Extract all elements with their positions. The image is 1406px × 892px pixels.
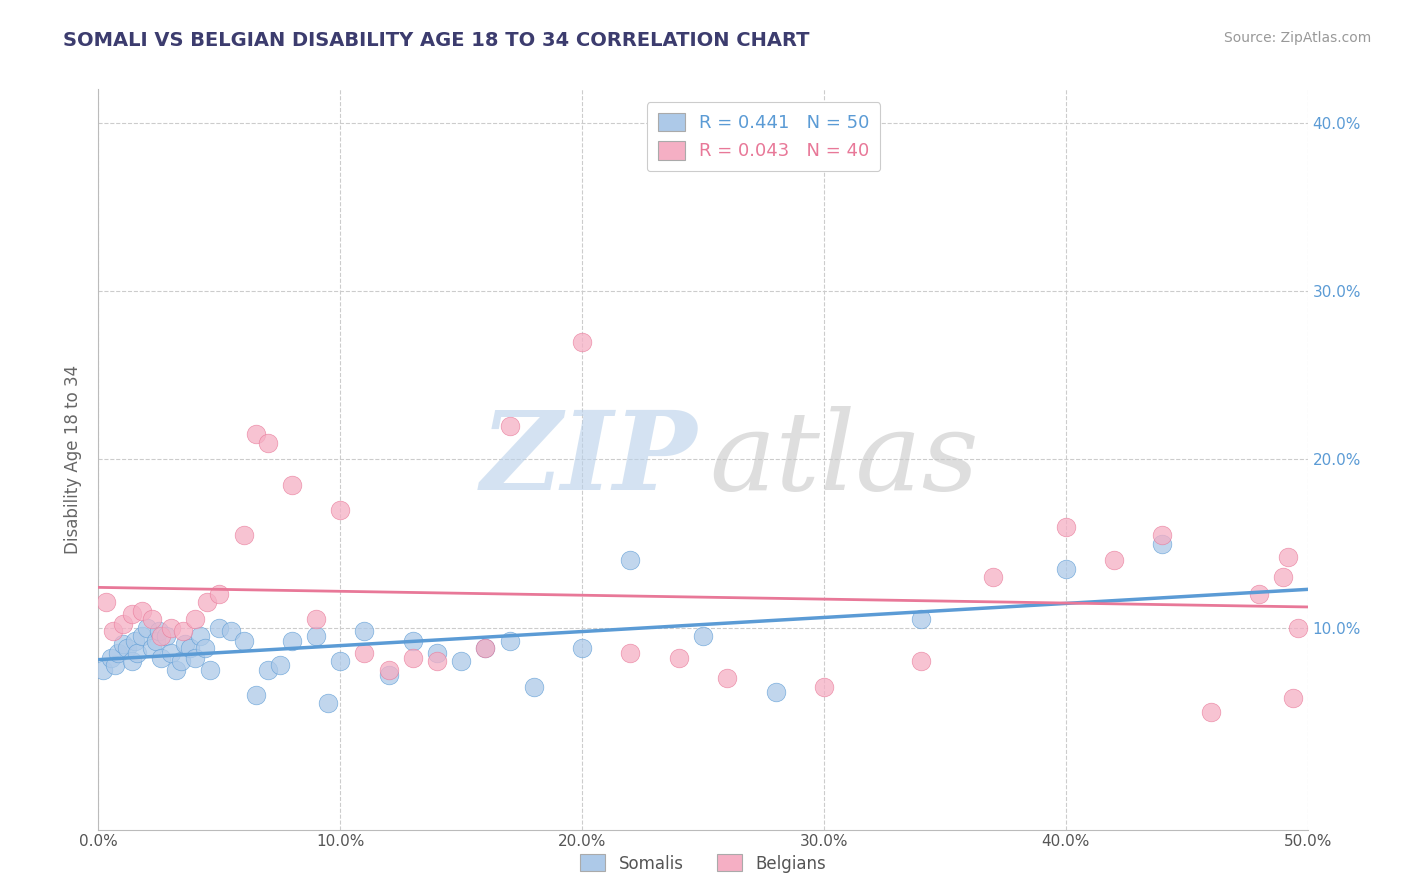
Point bbox=[184, 612, 207, 626]
Point bbox=[910, 612, 932, 626]
Point bbox=[353, 646, 375, 660]
Point bbox=[121, 654, 143, 668]
Point bbox=[1249, 587, 1271, 601]
Text: SOMALI VS BELGIAN DISABILITY AGE 18 TO 34 CORRELATION CHART: SOMALI VS BELGIAN DISABILITY AGE 18 TO 3… bbox=[63, 31, 810, 50]
Point bbox=[1102, 553, 1125, 567]
Point bbox=[353, 624, 375, 638]
Point bbox=[145, 634, 167, 648]
Point bbox=[208, 587, 231, 601]
Point bbox=[195, 595, 218, 609]
Point bbox=[184, 651, 207, 665]
Point bbox=[188, 629, 211, 643]
Point bbox=[692, 629, 714, 643]
Point bbox=[165, 663, 187, 677]
Point bbox=[619, 646, 641, 660]
Point bbox=[100, 651, 122, 665]
Point bbox=[245, 688, 267, 702]
Point bbox=[498, 418, 520, 433]
Point bbox=[910, 654, 932, 668]
Point bbox=[107, 646, 129, 660]
Point bbox=[329, 503, 352, 517]
Point bbox=[1152, 528, 1174, 542]
Point bbox=[117, 640, 139, 655]
Point bbox=[305, 629, 328, 643]
Legend: R = 0.441   N = 50, R = 0.043   N = 40: R = 0.441 N = 50, R = 0.043 N = 40 bbox=[647, 102, 880, 171]
Point bbox=[256, 663, 278, 677]
Point bbox=[281, 634, 304, 648]
Point bbox=[402, 634, 425, 648]
Point bbox=[523, 680, 546, 694]
Point bbox=[1286, 621, 1309, 635]
Point bbox=[619, 553, 641, 567]
Point bbox=[402, 651, 425, 665]
Point bbox=[194, 640, 217, 655]
Point bbox=[101, 624, 124, 638]
Point bbox=[127, 646, 149, 660]
Point bbox=[111, 617, 134, 632]
Point bbox=[377, 667, 399, 681]
Point bbox=[198, 663, 221, 677]
Point bbox=[450, 654, 472, 668]
Point bbox=[174, 637, 197, 651]
Point bbox=[281, 477, 304, 491]
Point bbox=[1272, 570, 1295, 584]
Point bbox=[377, 663, 399, 677]
Legend: Somalis, Belgians: Somalis, Belgians bbox=[574, 847, 832, 880]
Point bbox=[426, 646, 449, 660]
Point bbox=[1199, 705, 1222, 719]
Point bbox=[160, 646, 183, 660]
Point bbox=[245, 427, 267, 442]
Point bbox=[124, 634, 146, 648]
Point bbox=[221, 624, 243, 638]
Point bbox=[571, 334, 593, 349]
Text: atlas: atlas bbox=[709, 406, 979, 513]
Point bbox=[131, 604, 153, 618]
Point bbox=[813, 680, 835, 694]
Point bbox=[131, 629, 153, 643]
Point bbox=[1152, 536, 1174, 550]
Point bbox=[316, 697, 339, 711]
Point bbox=[121, 607, 143, 622]
Text: ZIP: ZIP bbox=[481, 406, 697, 513]
Point bbox=[179, 640, 201, 655]
Point bbox=[150, 629, 173, 643]
Point bbox=[169, 654, 191, 668]
Point bbox=[172, 624, 194, 638]
Point bbox=[1282, 691, 1305, 706]
Point bbox=[1054, 519, 1077, 533]
Point bbox=[208, 621, 231, 635]
Point bbox=[474, 640, 496, 655]
Point bbox=[111, 637, 134, 651]
Point bbox=[135, 621, 157, 635]
Point bbox=[498, 634, 520, 648]
Point bbox=[305, 612, 328, 626]
Point bbox=[91, 663, 114, 677]
Point bbox=[141, 612, 163, 626]
Point bbox=[232, 528, 254, 542]
Point bbox=[256, 435, 278, 450]
Point bbox=[232, 634, 254, 648]
Point bbox=[141, 640, 163, 655]
Point bbox=[94, 595, 117, 609]
Point bbox=[571, 640, 593, 655]
Point bbox=[426, 654, 449, 668]
Point bbox=[148, 624, 170, 638]
Point bbox=[150, 651, 173, 665]
Point bbox=[716, 671, 738, 685]
Point bbox=[1054, 562, 1077, 576]
Point bbox=[981, 570, 1004, 584]
Point bbox=[765, 684, 787, 698]
Y-axis label: Disability Age 18 to 34: Disability Age 18 to 34 bbox=[65, 365, 83, 554]
Point bbox=[160, 621, 183, 635]
Point bbox=[1277, 549, 1299, 564]
Point bbox=[474, 640, 496, 655]
Point bbox=[104, 657, 127, 672]
Point bbox=[668, 651, 690, 665]
Point bbox=[155, 629, 177, 643]
Point bbox=[329, 654, 352, 668]
Point bbox=[269, 657, 291, 672]
Text: Source: ZipAtlas.com: Source: ZipAtlas.com bbox=[1223, 31, 1371, 45]
